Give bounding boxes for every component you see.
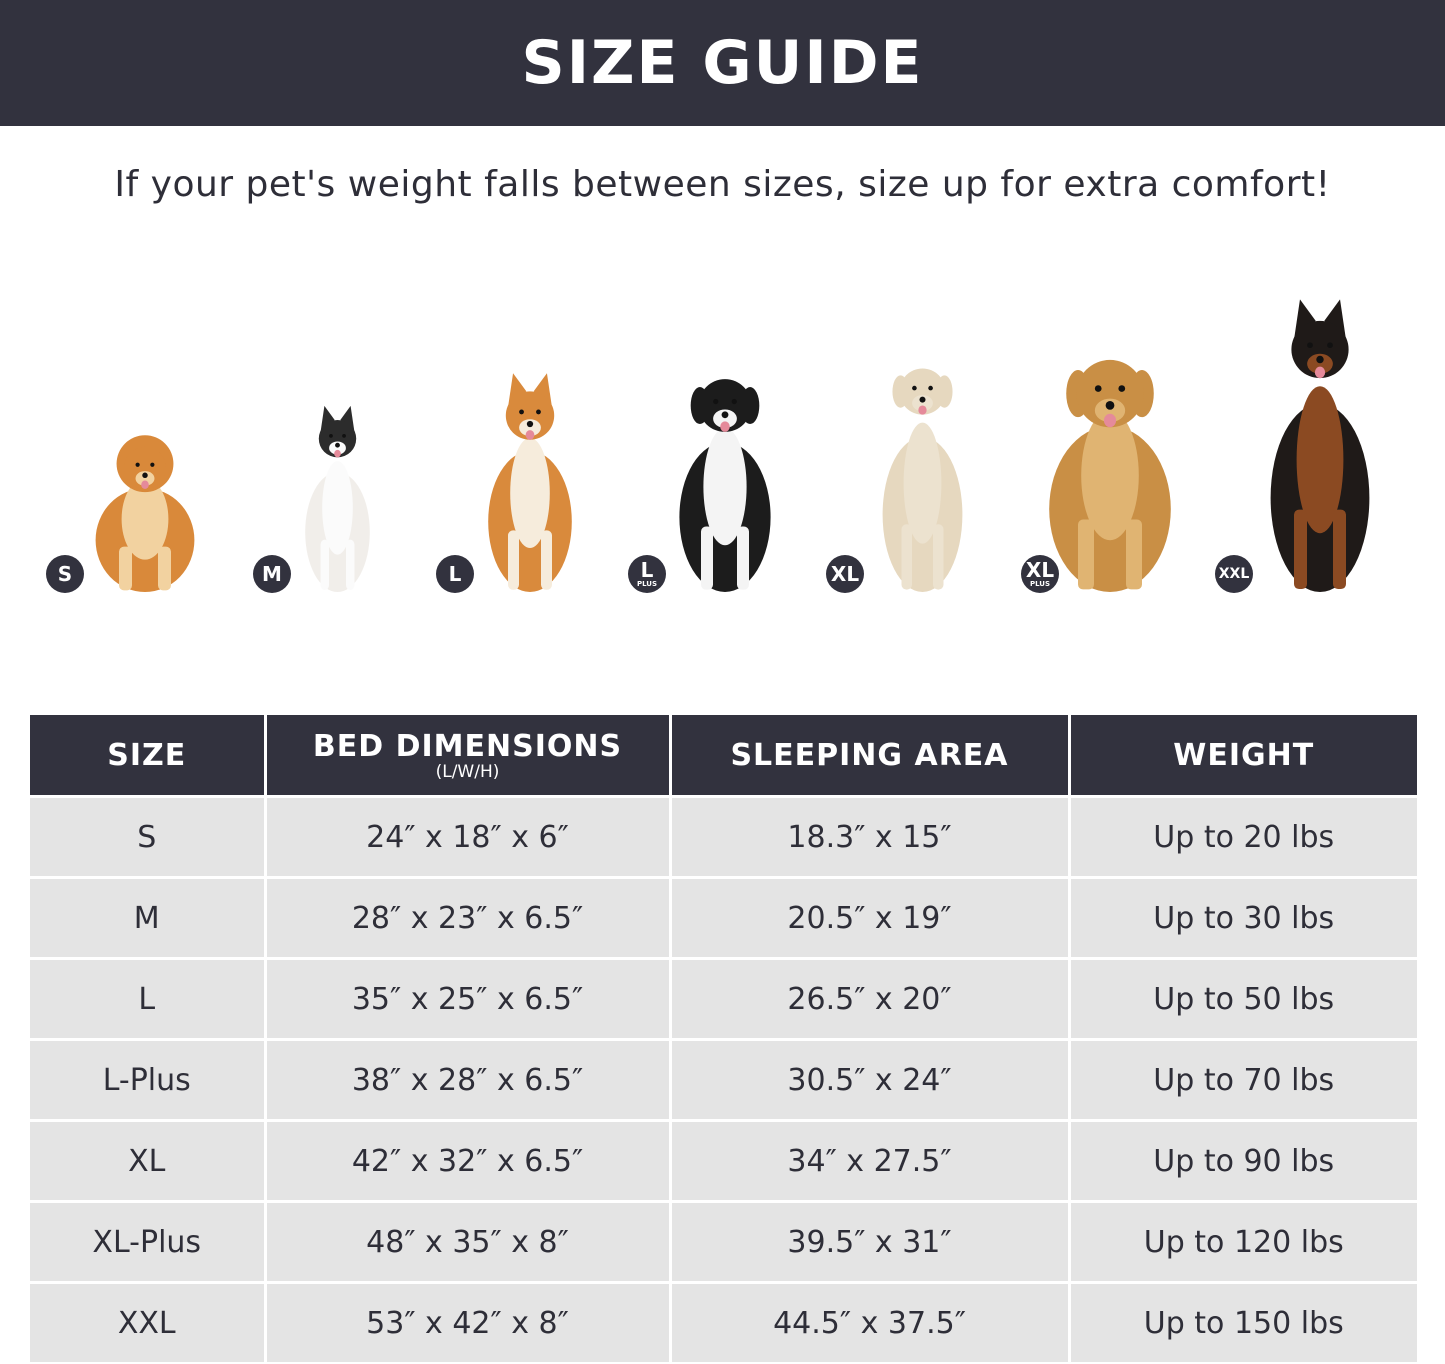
sleeping-area-cell: 20.5″ x 19″: [670, 876, 1071, 959]
size-cell: S: [30, 795, 267, 878]
weight-cell: Up to 20 lbs: [1069, 795, 1417, 878]
weight-cell: Up to 30 lbs: [1069, 876, 1417, 959]
weight-cell: Up to 50 lbs: [1069, 957, 1417, 1040]
bed-dimensions-cell: 42″ x 32″ x 6.5″: [265, 1119, 672, 1202]
size-badge-label: XL: [1025, 558, 1055, 582]
bed-dimensions-cell: 53″ x 42″ x 8″: [265, 1281, 672, 1362]
table-row: S 24″ x 18″ x 6″ 18.3″ x 15″ Up to 20 lbs: [30, 795, 1417, 878]
size-badge-label: XL: [830, 562, 860, 586]
size-badge: XL: [826, 555, 864, 593]
weight-cell: Up to 70 lbs: [1069, 1038, 1417, 1121]
page-title: SIZE GUIDE: [521, 28, 924, 98]
bed-dimensions-cell: 48″ x 35″ x 8″: [265, 1200, 672, 1283]
size-cell: M: [30, 876, 267, 959]
weight-cell: Up to 90 lbs: [1069, 1119, 1417, 1202]
header-bed-dimensions: BED DIMENSIONS (L/W/H): [265, 715, 672, 797]
table-row: XL 42″ x 32″ x 6.5″ 34″ x 27.5″ Up to 90 lb…: [30, 1119, 1417, 1202]
size-badge-label: M: [262, 562, 282, 586]
dog-golden-retriever-icon: [1030, 333, 1190, 592]
dog-labrador-icon: [870, 350, 975, 592]
sleeping-area-cell: 18.3″ x 15″: [670, 795, 1071, 878]
table-row: M 28″ x 23″ x 6.5″ 20.5″ x 19″ Up to 30 lbs: [30, 876, 1417, 959]
size-badge: XL PLUS: [1021, 555, 1059, 593]
size-badge: S: [46, 555, 84, 593]
size-badge: M: [253, 555, 291, 593]
size-table: SIZE BED DIMENSIONS (L/W/H) SLEEPING AREA…: [30, 715, 1417, 1362]
size-badge-label: XXL: [1218, 566, 1250, 582]
header-weight: WEIGHT: [1069, 715, 1417, 797]
header-size: SIZE: [30, 715, 267, 797]
dog-pomeranian-icon: [80, 430, 210, 592]
weight-cell: Up to 120 lbs: [1069, 1200, 1417, 1283]
size-badge-label: L: [448, 562, 462, 586]
table-row: L-Plus 38″ x 28″ x 6.5″ 30.5″ x 24″ Up to 7…: [30, 1038, 1417, 1121]
size-badge: L PLUS: [628, 555, 666, 593]
size-badge-plus: PLUS: [1029, 580, 1051, 588]
table-row: L 35″ x 25″ x 6.5″ 26.5″ x 20″ Up to 50 lbs: [30, 957, 1417, 1040]
table-row: XL-Plus 48″ x 35″ x 8″ 39.5″ x 31″ Up to 12…: [30, 1200, 1417, 1283]
bed-dimensions-cell: 38″ x 28″ x 6.5″: [265, 1038, 672, 1121]
sleeping-area-cell: 39.5″ x 31″: [670, 1200, 1071, 1283]
dog-shiba-inu-icon: [475, 372, 585, 592]
size-cell: XL: [30, 1119, 267, 1202]
dog-border-collie-icon: [665, 358, 785, 592]
size-badge: L: [436, 555, 474, 593]
size-badge-label: S: [57, 562, 73, 586]
header-bed-dimensions-sub: (L/W/H): [435, 761, 500, 782]
sleeping-area-cell: 26.5″ x 20″: [670, 957, 1071, 1040]
sleeping-area-cell: 34″ x 27.5″: [670, 1119, 1071, 1202]
bed-dimensions-cell: 35″ x 25″ x 6.5″: [265, 957, 672, 1040]
dog-french-bulldog-icon: [295, 405, 380, 592]
size-badge-label: L: [640, 558, 654, 582]
bed-dimensions-cell: 24″ x 18″ x 6″: [265, 795, 672, 878]
table-row: XXL 53″ x 42″ x 8″ 44.5″ x 37.5″ Up to 150 …: [30, 1281, 1417, 1362]
subtitle: If your pet's weight falls between sizes…: [114, 164, 1331, 205]
header-banner: SIZE GUIDE: [0, 0, 1445, 126]
dog-size-illustrations: S M L L PLUS: [0, 290, 1445, 610]
size-cell: L: [30, 957, 267, 1040]
size-cell: XXL: [30, 1281, 267, 1362]
dog-doberman-icon: [1255, 298, 1385, 592]
size-badge-plus: PLUS: [636, 580, 658, 588]
size-cell: XL-Plus: [30, 1200, 267, 1283]
size-badge: XXL: [1215, 555, 1253, 593]
bed-dimensions-cell: 28″ x 23″ x 6.5″: [265, 876, 672, 959]
sleeping-area-cell: 30.5″ x 24″: [670, 1038, 1071, 1121]
size-cell: L-Plus: [30, 1038, 267, 1121]
header-sleeping-area: SLEEPING AREA: [670, 715, 1071, 797]
weight-cell: Up to 150 lbs: [1069, 1281, 1417, 1362]
table-header-row: SIZE BED DIMENSIONS (L/W/H) SLEEPING AREA…: [30, 715, 1417, 797]
sleeping-area-cell: 44.5″ x 37.5″: [670, 1281, 1071, 1362]
